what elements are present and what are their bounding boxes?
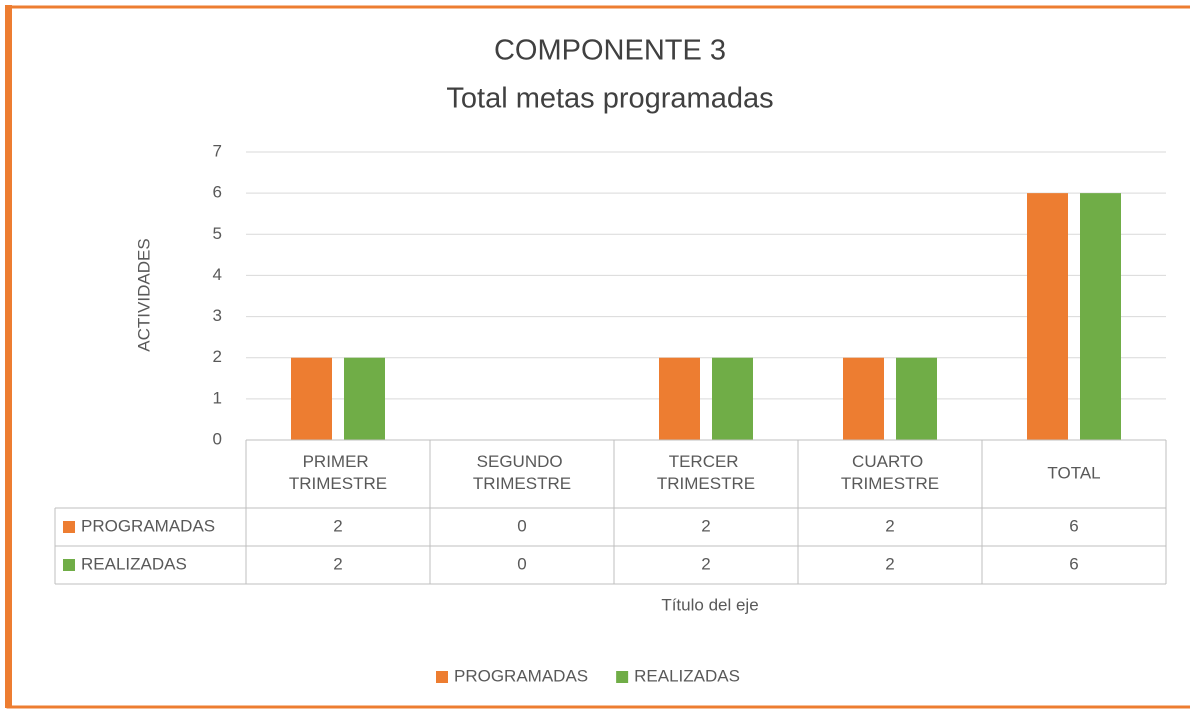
- y-tick-label: 1: [213, 388, 222, 407]
- table-cell: 0: [517, 516, 526, 535]
- frame-left: [5, 5, 12, 708]
- bar: [896, 357, 937, 440]
- y-tick-label: 0: [213, 429, 222, 448]
- y-tick-label: 5: [213, 224, 222, 243]
- table-cell: 2: [885, 554, 894, 573]
- table-legend-key: [63, 559, 75, 571]
- x-tick-label: TOTAL: [1047, 463, 1100, 482]
- bar: [712, 357, 753, 440]
- table-cell: 2: [701, 554, 710, 573]
- x-tick-label: TERCER TRIMESTRE: [657, 452, 755, 493]
- table-cell: 2: [885, 516, 894, 535]
- x-tick-label: CUARTO TRIMESTRE: [841, 452, 939, 493]
- table-cell: 2: [333, 516, 342, 535]
- bar: [1027, 193, 1068, 440]
- chart-subtitle: Total metas programadas: [446, 83, 773, 115]
- bar: [1080, 193, 1121, 440]
- y-tick-label: 3: [213, 306, 222, 325]
- table-cell: 0: [517, 554, 526, 573]
- x-tick-label: PRIMER TRIMESTRE: [289, 452, 387, 493]
- y-tick-label: 7: [213, 141, 222, 160]
- bar: [843, 357, 884, 440]
- table-legend-key: [63, 521, 75, 533]
- bar: [291, 357, 332, 440]
- bar: [344, 357, 385, 440]
- legend-label: PROGRAMADAS: [454, 666, 588, 685]
- x-axis-label: Título del eje: [661, 595, 758, 614]
- y-tick-label: 2: [213, 347, 222, 366]
- legend-key: [436, 671, 448, 683]
- table-cell: 6: [1069, 554, 1078, 573]
- x-tick-label: SEGUNDO TRIMESTRE: [473, 452, 571, 493]
- table-row-label: PROGRAMADAS: [81, 516, 215, 535]
- table-cell: 2: [701, 516, 710, 535]
- table-row-label: REALIZADAS: [81, 554, 187, 573]
- table-cell: 2: [333, 554, 342, 573]
- chart-title: COMPONENTE 3: [494, 35, 726, 67]
- legend-key: [616, 671, 629, 683]
- bar: [659, 357, 700, 440]
- y-tick-label: 4: [213, 265, 222, 284]
- y-axis-label: ACTIVIDADES: [134, 238, 153, 351]
- table-cell: 6: [1069, 516, 1078, 535]
- legend-label: REALIZADAS: [634, 666, 740, 685]
- y-tick-label: 6: [213, 183, 222, 202]
